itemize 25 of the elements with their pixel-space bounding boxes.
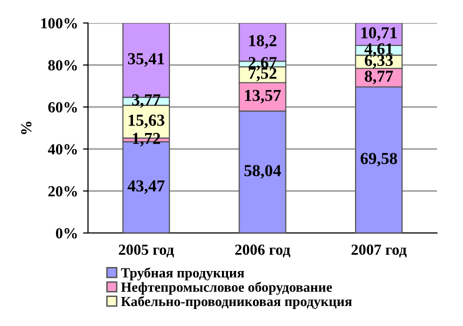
data-label: 3,77 (132, 94, 160, 108)
data-label: 58,04 (244, 164, 281, 179)
y-tick-label: 0% (56, 228, 77, 238)
legend-label: Трубная продукция (121, 267, 244, 280)
legend-label: Кабельно-проводниковая продукция (121, 296, 352, 310)
y-tick-label: 40% (48, 144, 77, 154)
data-label: 8,77 (364, 70, 394, 84)
data-label: 13,57 (245, 90, 281, 104)
y-tick-label: 80% (48, 60, 77, 70)
data-label: 4,61 (364, 43, 393, 57)
y-tick-label: 100% (41, 18, 77, 28)
data-label: 35,41 (128, 53, 164, 67)
x-tick-label: 2007 год (352, 244, 407, 258)
data-label: 10,71 (361, 27, 397, 41)
data-label: 6,33 (364, 54, 393, 68)
y-axis-title: % (21, 122, 32, 134)
data-label: 15,63 (128, 114, 164, 128)
x-tick-label: 2006 год (235, 244, 290, 258)
y-tick-label: 20% (48, 186, 77, 196)
data-label: 43,47 (128, 180, 165, 194)
y-tick-label: 60% (48, 102, 77, 112)
data-label: 18,2 (249, 35, 276, 49)
x-tick-label: 2005 год (118, 244, 174, 258)
legend-label: Нефтепромысловое оборудование (121, 282, 332, 295)
data-label: 69,58 (360, 152, 398, 167)
